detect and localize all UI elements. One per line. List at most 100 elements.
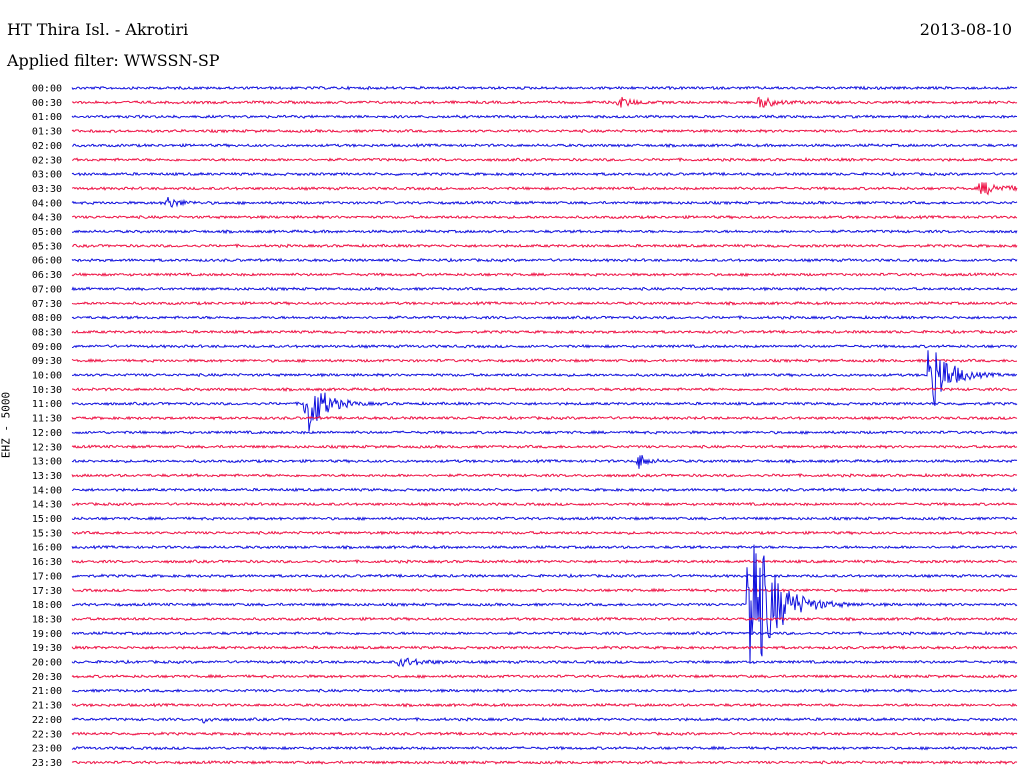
- recording-date: 2013-08-10: [919, 20, 1012, 39]
- row-time-label: 22:30: [32, 729, 62, 740]
- trace-line: [71, 673, 1018, 679]
- trace-line: [71, 455, 1018, 469]
- station-title: HT Thira Isl. - Akrotiri: [7, 20, 189, 39]
- row-time-label: 09:00: [32, 342, 62, 353]
- row-time-label: 06:30: [32, 270, 62, 281]
- trace-line: [71, 544, 1018, 550]
- row-time-label: 05:00: [32, 227, 62, 238]
- trace-line: [71, 350, 1018, 406]
- row-time-label: 10:00: [32, 371, 62, 382]
- row-time-label: 00:30: [32, 98, 62, 109]
- row-time-label: 15:30: [32, 528, 62, 539]
- row-time-label: 01:00: [32, 112, 62, 123]
- row-time-label: 06:00: [32, 256, 62, 267]
- trace-line: [71, 472, 1018, 478]
- row-time-label: 18:00: [32, 600, 62, 611]
- trace-line: [71, 515, 1018, 522]
- trace-line: [71, 444, 1018, 450]
- trace-line: [71, 530, 1018, 536]
- row-time-label: 14:00: [32, 485, 62, 496]
- trace-line: [71, 214, 1018, 220]
- trace-line: [71, 229, 1018, 235]
- trace-line: [71, 745, 1018, 751]
- trace-line: [71, 314, 1018, 321]
- trace-line: [71, 645, 1018, 651]
- trace-line: [71, 501, 1018, 507]
- row-time-label: 17:30: [32, 586, 62, 597]
- trace-line: [71, 271, 1018, 278]
- row-time-label: 21:00: [32, 686, 62, 697]
- row-time-label: 16:30: [32, 557, 62, 568]
- row-time-label: 08:30: [32, 327, 62, 338]
- row-time-label: 20:30: [32, 672, 62, 683]
- row-time-label: 23:00: [32, 744, 62, 755]
- row-time-label: 15:00: [32, 514, 62, 525]
- trace-line: [71, 415, 1018, 421]
- row-time-label: 17:00: [32, 571, 62, 582]
- row-time-label: 04:00: [32, 198, 62, 209]
- row-time-label: 13:30: [32, 471, 62, 482]
- row-time-label: 09:30: [32, 356, 62, 367]
- row-time-label: 10:30: [32, 385, 62, 396]
- trace-line: [71, 196, 1018, 208]
- trace-line: [71, 587, 1018, 593]
- trace-line: [71, 392, 1018, 432]
- trace-line: [71, 128, 1018, 134]
- row-time-label: 05:30: [32, 241, 62, 252]
- row-time-label: 20:00: [32, 658, 62, 669]
- trace-line: [71, 487, 1018, 493]
- trace-line: [71, 759, 1018, 766]
- trace-line: [71, 657, 1018, 668]
- row-time-label: 08:00: [32, 313, 62, 324]
- trace-line: [71, 573, 1018, 579]
- trace-line: [71, 688, 1018, 694]
- row-time-label: 07:00: [32, 284, 62, 295]
- row-time-label: 03:30: [32, 184, 62, 195]
- row-time-label: 16:00: [32, 543, 62, 554]
- trace-line: [71, 157, 1018, 163]
- trace-line: [71, 544, 1018, 664]
- row-time-label: 12:30: [32, 442, 62, 453]
- row-time-label: 21:30: [32, 701, 62, 712]
- trace-line: [71, 357, 1018, 364]
- row-time-label: 03:00: [32, 170, 62, 181]
- trace-line: [71, 702, 1018, 708]
- row-time-label: 19:00: [32, 629, 62, 640]
- row-time-label: 02:30: [32, 155, 62, 166]
- row-time-label: 11:30: [32, 414, 62, 425]
- row-time-label: 13:00: [32, 457, 62, 468]
- row-time-label: 04:30: [32, 213, 62, 224]
- trace-line: [71, 344, 1018, 349]
- trace-line: [71, 716, 1018, 724]
- row-time-label: 07:30: [32, 299, 62, 310]
- row-time-label: 00:00: [32, 84, 62, 95]
- trace-line: [71, 429, 1018, 435]
- trace-line: [71, 386, 1018, 393]
- row-time-label: 23:30: [32, 758, 62, 769]
- trace-line: [71, 171, 1018, 177]
- applied-filter: Applied filter: WWSSN-SP: [7, 51, 220, 70]
- trace-line: [71, 731, 1018, 737]
- row-time-label: 12:00: [32, 428, 62, 439]
- trace-line: [71, 243, 1018, 249]
- trace-line: [71, 286, 1018, 292]
- trace-line: [71, 630, 1018, 636]
- row-time-label: 02:00: [32, 141, 62, 152]
- row-time-label: 11:00: [32, 399, 62, 410]
- row-time-label: 18:30: [32, 614, 62, 625]
- trace-line: [71, 558, 1018, 565]
- trace-line: [71, 300, 1018, 306]
- trace-line: [71, 142, 1018, 149]
- row-time-label: 22:00: [32, 715, 62, 726]
- row-time-label: 19:30: [32, 643, 62, 654]
- trace-line: [71, 182, 1018, 196]
- trace-line: [71, 616, 1018, 622]
- row-time-label: 01:30: [32, 127, 62, 138]
- trace-line: [71, 329, 1018, 335]
- trace-line: [71, 257, 1018, 263]
- row-time-label: 14:30: [32, 500, 62, 511]
- trace-line: [71, 114, 1018, 120]
- trace-line: [71, 96, 1018, 108]
- trace-line: [71, 85, 1018, 91]
